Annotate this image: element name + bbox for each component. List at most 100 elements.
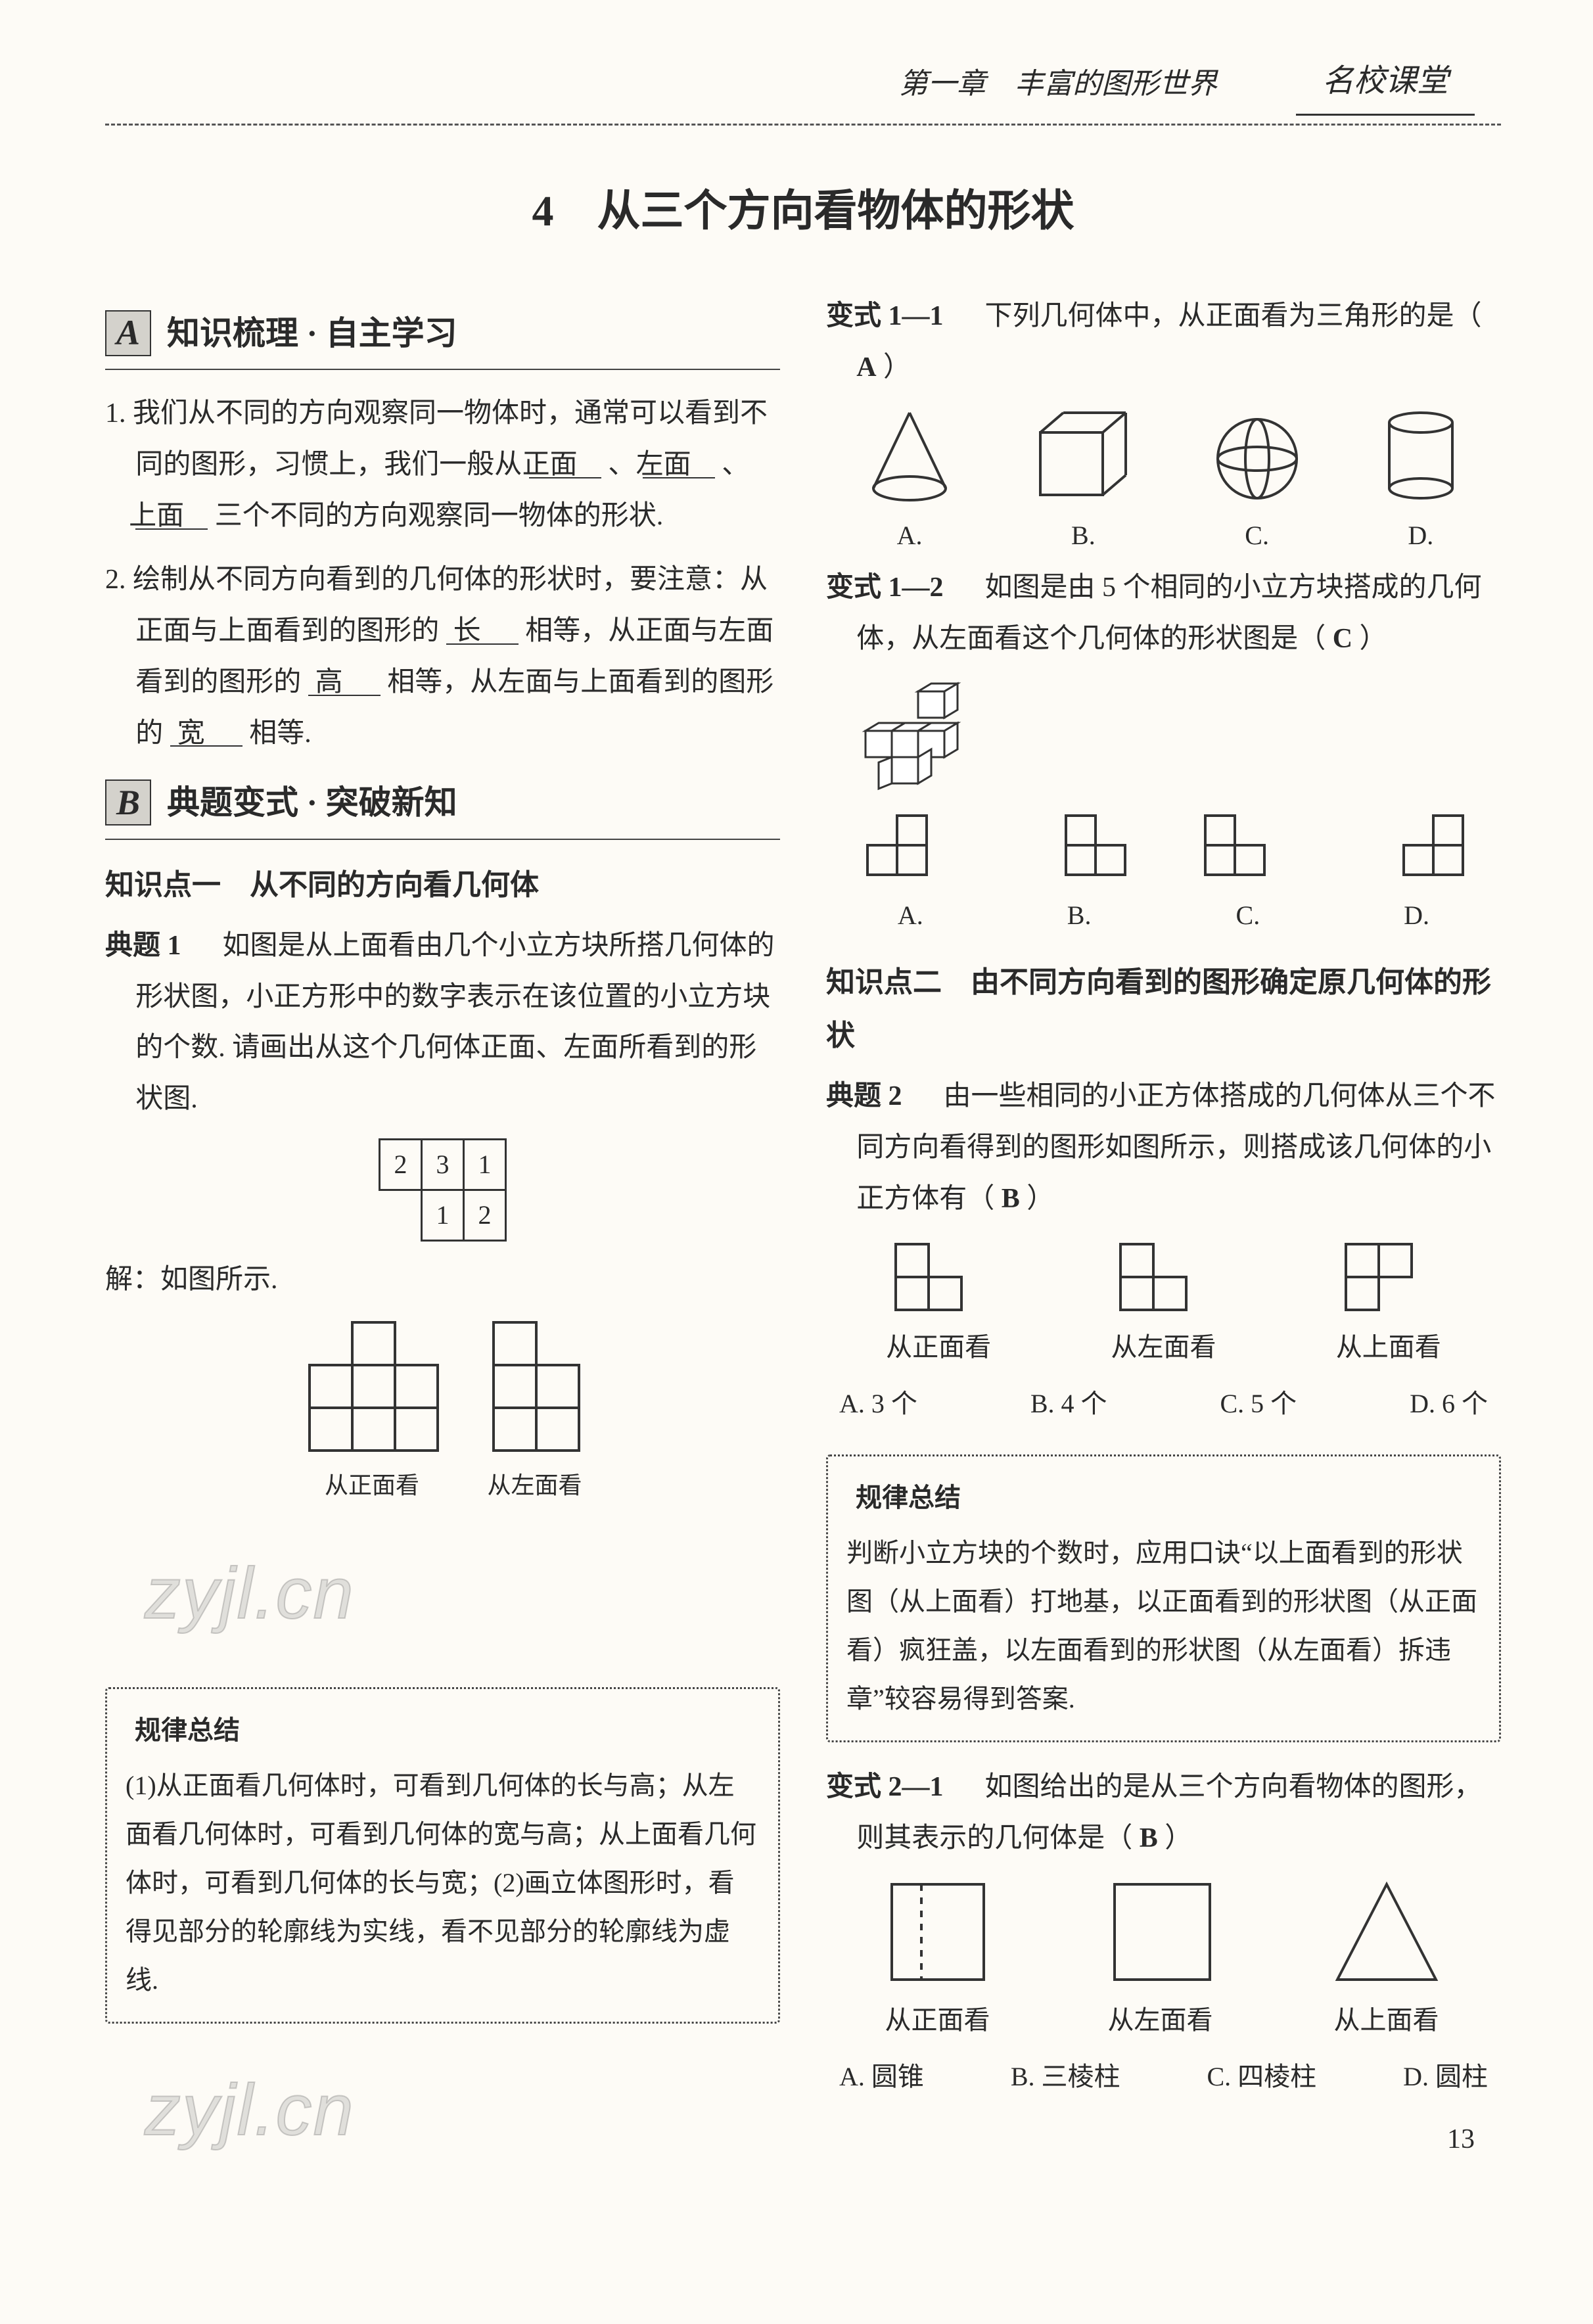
two-column-layout: A 知识梳理 · 自主学习 1. 我们从不同的方向观察同一物体时，通常可以看到不…: [105, 291, 1501, 2183]
section-a-heading: A 知识梳理 · 自主学习: [105, 303, 780, 371]
label: 从上面看: [1328, 1996, 1446, 2045]
cone-icon: [864, 406, 956, 505]
opt-d: D.: [1368, 891, 1466, 940]
opt-shape-b: B.: [1030, 812, 1128, 940]
example-2-text: 由一些相同的小正方体搭成的几何体从三个不同方向看得到的图形如图所示，则搭成该几何…: [856, 1081, 1495, 1213]
variant-1-2-options: A. B.: [826, 812, 1501, 940]
variant-1-1-shapes: A. B.: [826, 406, 1501, 560]
example-1: 典题 1 如图是从上面看由几个小立方块所搭几何体的形状图，小正方形中的数字表示在…: [105, 921, 780, 1125]
section-b-title: 典题变式 · 突破新知: [167, 772, 457, 833]
section-b-heading: B 典题变式 · 突破新知: [105, 772, 780, 840]
front-view-icon: [303, 1319, 441, 1457]
left-column: A 知识梳理 · 自主学习 1. 我们从不同的方向观察同一物体时，通常可以看到不…: [105, 291, 780, 2183]
section-a-title: 知识梳理 · 自主学习: [167, 303, 457, 364]
label: 从上面看: [1336, 1323, 1441, 1372]
page-title: 4 从三个方向看物体的形状: [105, 172, 1501, 252]
variant-1-2: 变式 1—2 如图是由 5 个相同的小立方块搭成的几何体，从左面看这个几何体的形…: [826, 563, 1501, 664]
text: 三个不同的方向观察同一物体的形状.: [215, 501, 664, 531]
example-2-views: 从正面看 从左面看: [826, 1238, 1501, 1372]
cell: 2: [464, 1190, 506, 1240]
opt-b: B. 4 个: [1030, 1380, 1107, 1428]
cell: 3: [422, 1139, 464, 1190]
opt-a: A.: [864, 511, 956, 560]
cylinder-icon: [1378, 406, 1464, 505]
variant-2-1-views: 从正面看 从左面看 从上面看: [826, 1878, 1501, 2045]
shape-cone: A.: [864, 406, 956, 560]
front-view-block: 从正面看: [303, 1319, 441, 1508]
summary-box-1: 规律总结 (1)从正面看几何体时，可看到几何体的长与高；从左面看几何体时，可看到…: [105, 1687, 780, 2024]
variant-1-1-answer: A: [856, 352, 876, 383]
opt-a: A. 圆锥: [839, 2053, 924, 2101]
opt-a: A. 3 个: [839, 1380, 917, 1428]
sep: 、: [608, 450, 635, 480]
cell: 1: [422, 1190, 464, 1240]
summary-2-body: 判断小立方块的个数时，应用口诀“以上面看到的形状图（从上面看）打地基，以正面看到…: [846, 1529, 1481, 1723]
view-icon: [861, 812, 959, 885]
tail: ）: [1027, 1184, 1054, 1214]
variant-2-1-answer: B: [1140, 1823, 1158, 1853]
chapter-title: 第一章 丰富的图形世界: [899, 57, 1217, 110]
variant-1-1-text: 下列几何体中，从正面看为三角形的是（: [985, 301, 1482, 331]
view-top: 从上面看: [1328, 1878, 1446, 2045]
view-icon: [886, 1238, 991, 1316]
cell-empty: [380, 1190, 422, 1240]
summary-1-body: (1)从正面看几何体时，可看到几何体的长与高；从左面看几何体时，可看到几何体的宽…: [126, 1761, 760, 2005]
opt-b: B.: [1030, 891, 1128, 940]
opt-c: C.: [1211, 511, 1303, 560]
left-view-block: 从左面看: [487, 1319, 582, 1508]
opt-d: D. 圆柱: [1403, 2053, 1488, 2101]
variant-1-1: 变式 1—1 下列几何体中，从正面看为三角形的是（ A ）: [826, 291, 1501, 393]
solution-label: 解：如图所示.: [105, 1255, 780, 1306]
example-2-answer: B: [1002, 1184, 1020, 1214]
view-left: 从左面看: [1111, 1238, 1216, 1372]
brand-title: 名校课堂: [1296, 53, 1475, 116]
opt-c: C.: [1199, 891, 1297, 940]
rect-dashed-icon: [882, 1878, 994, 1989]
blank-2: 左面: [643, 440, 715, 478]
variant-1-2-answer: C: [1333, 624, 1352, 654]
knowledge-point-1: 知识点一 从不同的方向看几何体: [105, 858, 780, 912]
blank-4: 长: [446, 606, 519, 645]
variant-2-1: 变式 2—1 如图给出的是从三个方向看物体的图形，则其表示的几何体是（ B ）: [826, 1762, 1501, 1864]
opt-shape-c: C.: [1199, 812, 1297, 940]
square-icon: [1105, 1878, 1216, 1989]
example-2-options: A. 3 个 B. 4 个 C. 5 个 D. 6 个: [826, 1380, 1501, 1428]
sphere-icon: [1211, 406, 1303, 505]
fill-item-2: 2. 绘制从不同方向看到的几何体的形状时，要注意：从正面与上面看到的图形的 长 …: [105, 555, 780, 759]
blank-5: 高: [308, 657, 381, 696]
watermark-icon: zyjl.cn: [145, 2043, 780, 2177]
example-1-text: 如图是从上面看由几个小立方块所搭几何体的形状图，小正方形中的数字表示在该位置的小…: [135, 931, 774, 1114]
left-view-label: 从左面看: [487, 1464, 582, 1508]
left-view-icon: [487, 1319, 582, 1457]
label: 从正面看: [882, 1996, 994, 2045]
variant-2-1-label: 变式 2—1: [826, 1772, 944, 1802]
opt-c: C. 5 个: [1220, 1380, 1297, 1428]
cell: 1: [464, 1139, 506, 1190]
section-letter-b: B: [105, 779, 151, 825]
view-icon: [1368, 812, 1466, 885]
opt-shape-a: A.: [861, 812, 959, 940]
view-front: 从正面看: [882, 1878, 994, 2045]
opt-shape-d: D.: [1368, 812, 1466, 940]
solution-views: 从正面看 从左面看: [105, 1319, 780, 1508]
opt-d: D.: [1378, 511, 1464, 560]
tail: ）: [1360, 624, 1387, 654]
opt-d: D. 6 个: [1410, 1380, 1488, 1428]
label: 从左面看: [1111, 1323, 1216, 1372]
blank-6: 宽: [170, 709, 242, 747]
top-view-grid: 2 3 1 1 2: [379, 1138, 507, 1242]
label: 从左面看: [1105, 1996, 1216, 2045]
shape-cube: B.: [1030, 406, 1136, 560]
summary-box-2: 规律总结 判断小立方块的个数时，应用口诀“以上面看到的形状图（从上面看）打地基，…: [826, 1454, 1501, 1742]
right-column: 变式 1—1 下列几何体中，从正面看为三角形的是（ A ） A.: [826, 291, 1501, 2183]
summary-2-title: 规律总结: [850, 1474, 966, 1522]
watermark-icon: zyjl.cn: [145, 1527, 780, 1661]
tail: ）: [883, 352, 911, 383]
label: 从正面看: [886, 1323, 991, 1372]
view-front: 从正面看: [886, 1238, 991, 1372]
variant-2-1-options: A. 圆锥 B. 三棱柱 C. 四棱柱 D. 圆柱: [826, 2053, 1501, 2101]
example-2-label: 典题 2: [826, 1081, 902, 1111]
opt-a: A.: [861, 891, 959, 940]
shape-cylinder: D.: [1378, 406, 1464, 560]
header-separator: [105, 124, 1501, 126]
